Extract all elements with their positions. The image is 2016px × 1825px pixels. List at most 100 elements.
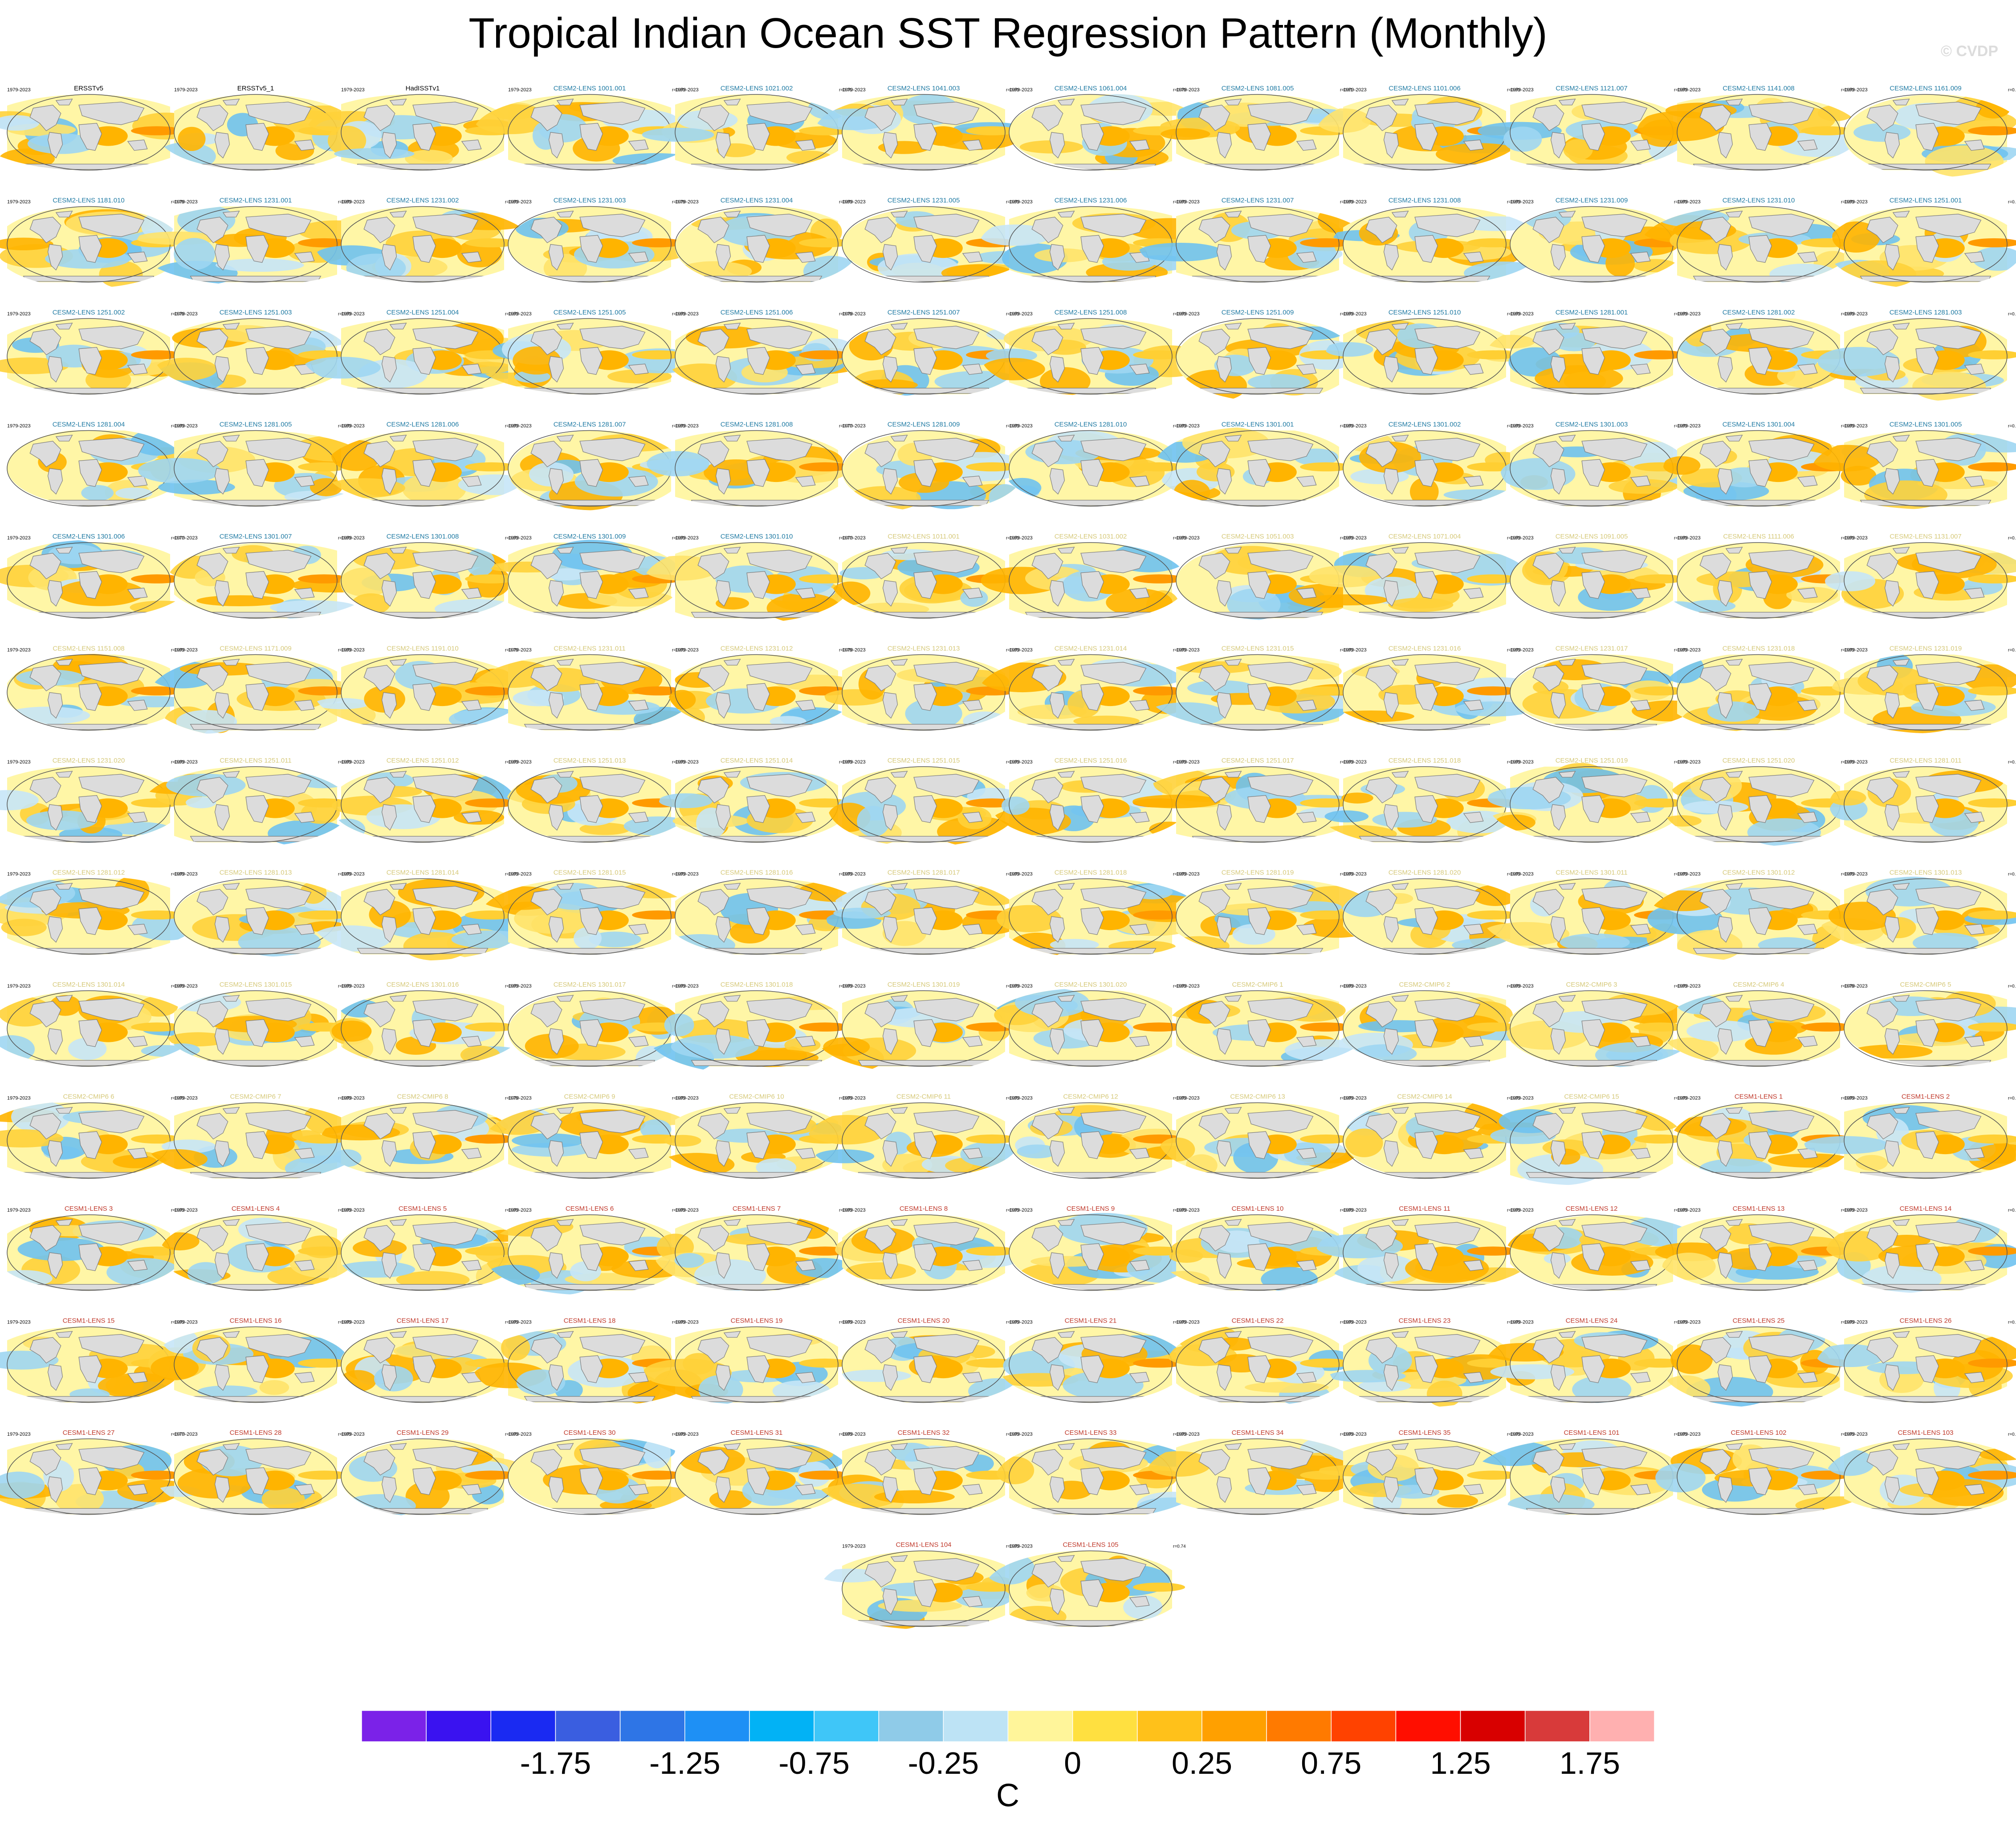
- map-panel: 1979-2023 CESM1-LENS 18 r=0.80: [473, 1317, 707, 1407]
- panel-title: CESM1-LENS 26: [1900, 1317, 1952, 1325]
- panel-title: CESM2-CMIP6 1: [1232, 981, 1283, 988]
- panel-title: CESM2-LENS 1301.005: [1890, 421, 1962, 429]
- map-panel: 1979-2023 CESM2-LENS 1231.005 r=0.80: [842, 197, 1035, 283]
- panel-title: CESM2-LENS 1281.004: [53, 421, 125, 429]
- panel-period: 1979-2023: [508, 200, 532, 205]
- panel-title: CESM2-LENS 1301.018: [721, 981, 793, 988]
- panel-title: CESM2-LENS 1251.015: [888, 757, 960, 764]
- panel-pattern-correlation: r=0.80: [171, 872, 184, 877]
- map-panel: 1979-2023 CESM2-LENS 1251.014 r=0.80: [659, 757, 852, 843]
- map-panel: 1979-2023 CESM2-LENS 1231.008 r=0.80: [1331, 197, 1544, 285]
- panel-pattern-correlation: r=0.71: [2008, 1432, 2016, 1437]
- panel-title: CESM2-LENS 1251.005: [554, 309, 626, 316]
- colorbar-tick-label: -0.25: [908, 1746, 979, 1780]
- panel-title: CESM2-LENS 1231.010: [1723, 197, 1795, 204]
- panel-title: CESM2-LENS 1281.014: [387, 869, 459, 877]
- panel-title: CESM2-LENS 1251.009: [1222, 309, 1294, 316]
- map-panel: 1979-2023 CESM1-LENS 14 r=0.80: [1825, 1205, 2016, 1293]
- panel-title: CESM2-LENS 1091.005: [1556, 533, 1628, 540]
- panel-period: 1979-2023: [7, 1096, 31, 1101]
- panel-pattern-correlation: r=0.80: [1173, 1320, 1186, 1325]
- panel-title: CESM2-LENS 1281.005: [220, 421, 292, 429]
- panel-period: 1979-2023: [1510, 311, 1534, 317]
- colorbar-tick-label: 0.75: [1301, 1746, 1362, 1780]
- panel-period: 1979-2023: [174, 648, 198, 653]
- panel-period: 1979-2023: [1510, 1208, 1534, 1213]
- panel-period: 1979-2023: [1009, 872, 1033, 877]
- panel-pattern-correlation: r=0.80: [1674, 648, 1687, 653]
- panel-title: CESM2-LENS 1251.001: [1890, 197, 1962, 204]
- panel-title: CESM1-LENS 20: [898, 1317, 950, 1325]
- panel-period: 1979-2023: [842, 200, 866, 205]
- panel-title: CESM2-LENS 1301.015: [220, 981, 292, 988]
- map-panel: 1979-2023 CESM2-LENS 1251.011 r=0.80: [142, 757, 352, 847]
- map-panel: 1979-2023 CESM2-LENS 1281.018 r=0.80: [997, 869, 1206, 959]
- panel-period: 1979-2023: [1677, 535, 1701, 541]
- panel-period: 1979-2023: [1343, 87, 1367, 93]
- panel-title: CESM2-LENS 1231.016: [1389, 645, 1461, 653]
- map-panel: 1979-2023 CESM2-LENS 1231.006 r=0.80: [979, 197, 1213, 283]
- panel-title: CESM2-LENS 1021.002: [721, 85, 793, 92]
- panel-pattern-correlation: r=0.80: [1507, 760, 1520, 765]
- panel-pattern-correlation: r=0.80: [839, 1208, 852, 1213]
- panel-pattern-correlation: r=0.80: [505, 1432, 518, 1437]
- panel-title: CESM2-LENS 1301.012: [1723, 869, 1795, 877]
- map-panel: 1979-2023 CESM2-LENS 1301.017 r=0.80: [508, 981, 685, 1072]
- panel-title: CESM2-LENS 1301.019: [888, 981, 960, 988]
- panel-period: 1979-2023: [508, 1320, 532, 1325]
- panel-pattern-correlation: r=0.80: [1006, 1432, 1019, 1437]
- panel-title: CESM1-LENS 30: [564, 1429, 616, 1437]
- panel-pattern-correlation: r=0.79: [839, 648, 852, 653]
- map-panel: 1979-2023 CESM2-LENS 1301.012 r=0.80: [1647, 869, 1854, 961]
- colorbar-tick-label: -1.75: [520, 1746, 591, 1780]
- panel-pattern-correlation: r=0.80: [1006, 760, 1019, 765]
- panel-pattern-correlation: r=0.79: [171, 312, 184, 317]
- panel-period: 1979-2023: [508, 759, 532, 765]
- panel-title: CESM2-LENS 1301.001: [1222, 421, 1294, 429]
- panel-pattern-correlation: r=0.80: [1173, 872, 1186, 877]
- panel-title: CESM2-CMIP6 3: [1566, 981, 1617, 988]
- panel-period: 1979-2023: [1343, 759, 1367, 765]
- panel-period: 1979-2023: [675, 872, 699, 877]
- panel-period: 1979-2023: [341, 200, 365, 205]
- panel-period: 1979-2023: [1176, 759, 1200, 765]
- colorbar-bin: [943, 1710, 1009, 1742]
- panel-period: 1979-2023: [1677, 311, 1701, 317]
- panel-title: CESM2-LENS 1251.018: [1389, 757, 1461, 764]
- panel-pattern-correlation: r=0.80: [2008, 88, 2016, 93]
- panel-period: 1979-2023: [1844, 311, 1868, 317]
- panel-pattern-correlation: r=0.80: [1674, 312, 1687, 317]
- panel-period: 1979-2023: [842, 311, 866, 317]
- panel-period: 1979-2023: [1677, 1432, 1701, 1437]
- panel-pattern-correlation: r=0.80: [672, 312, 685, 317]
- panel-pattern-correlation: r=0.80: [1006, 200, 1019, 205]
- panel-period: 1979-2023: [1677, 87, 1701, 93]
- colorbar-tick-label: 0: [1064, 1746, 1082, 1780]
- panel-period: 1979-2023: [1510, 1320, 1534, 1325]
- panel-pattern-correlation: r=0.80: [338, 1320, 351, 1325]
- panel-period: 1979-2023: [1009, 984, 1033, 989]
- colorbar-bin: [619, 1710, 685, 1742]
- map-panel: 1979-2023 CESM1-LENS 29 r=0.80: [341, 1429, 523, 1518]
- panel-title: CESM2-CMIP6 9: [564, 1093, 615, 1101]
- map-panel: 1979-2023 CESM1-LENS 25 r=0.80: [1661, 1317, 1854, 1407]
- panel-title: CESM1-LENS 2: [1902, 1093, 1950, 1101]
- panel-pattern-correlation: r=0.80: [672, 872, 685, 877]
- panel-title: CESM2-LENS 1231.014: [1055, 645, 1127, 653]
- panel-title: CESM2-LENS 1141.008: [1723, 85, 1794, 92]
- map-panel: 1979-2023 CESM1-LENS 104 r=0.80: [819, 1541, 1030, 1630]
- panel-period: 1979-2023: [341, 1432, 365, 1437]
- panel-pattern-correlation: r=0.80: [1340, 200, 1353, 205]
- panel-period: 1979-2023: [174, 1320, 198, 1325]
- panel-title: CESM1-LENS 23: [1399, 1317, 1451, 1325]
- panel-title: CESM1-LENS 9: [1067, 1205, 1115, 1213]
- map-panel: 1979-2023 CESM2-LENS 1281.008 r=0.77: [639, 421, 852, 507]
- panel-period: 1979-2023: [7, 87, 31, 93]
- map-panel: 1979-2023 CESM2-LENS 1061.004 r=0.79: [1009, 85, 1207, 171]
- panel-period: 1979-2023: [341, 872, 365, 877]
- panel-period: 1979-2023: [341, 424, 365, 429]
- panel-period: 1979-2023: [675, 1208, 699, 1213]
- panel-period: 1979-2023: [508, 1208, 532, 1213]
- panel-period: 1979-2023: [341, 535, 365, 541]
- panel-period: 1979-2023: [174, 872, 198, 877]
